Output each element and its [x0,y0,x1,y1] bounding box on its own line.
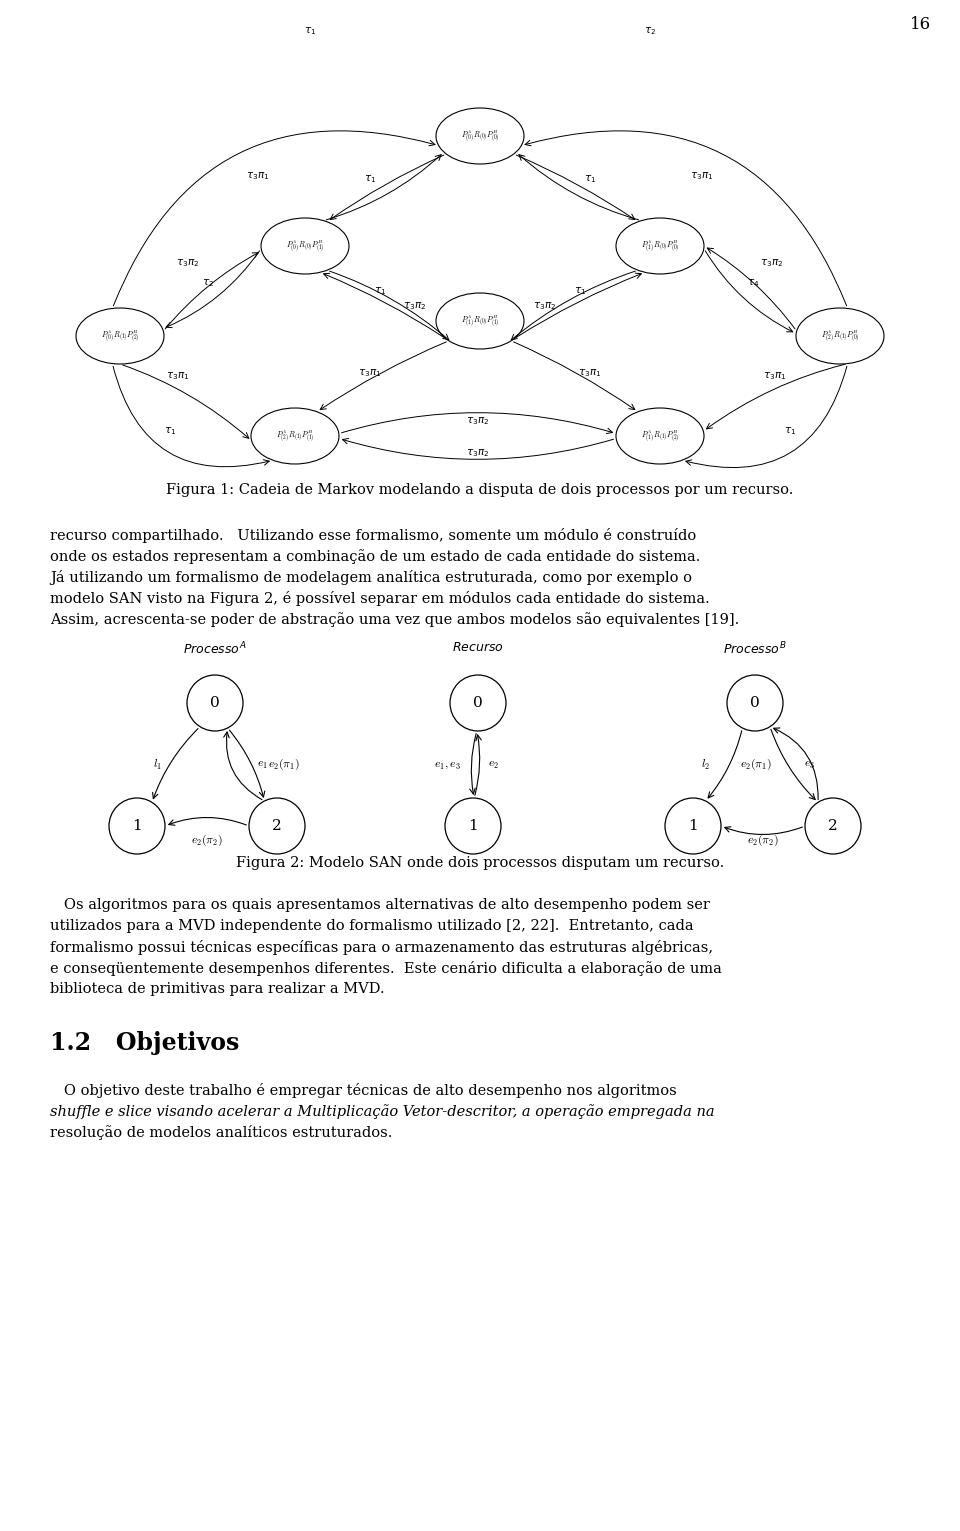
Text: $\tau_3\pi_2$: $\tau_3\pi_2$ [177,257,200,269]
Text: 1: 1 [132,819,142,833]
Text: $e_1$: $e_1$ [256,758,268,772]
Text: 0: 0 [473,697,483,710]
Text: $P^A_{(2)}R_{(1)}P^B_{(0)}$: $P^A_{(2)}R_{(1)}P^B_{(0)}$ [821,328,859,344]
Text: e conseqüentemente desempenhos diferentes.  Este cenário dificulta a elaboração : e conseqüentemente desempenhos diferente… [50,961,722,975]
Text: 1: 1 [688,819,698,833]
Text: 0: 0 [210,697,220,710]
Text: $Processo^A$: $Processo^A$ [183,641,247,658]
Text: $e_2(\pi_2)$: $e_2(\pi_2)$ [191,833,223,848]
Text: $P^A_{(0)}R_{(1)}P^B_{(2)}$: $P^A_{(0)}R_{(1)}P^B_{(2)}$ [101,328,139,344]
Text: $\tau_1$: $\tau_1$ [784,426,796,436]
Text: 2: 2 [828,819,838,833]
Text: $Processo^B$: $Processo^B$ [723,641,787,658]
Text: $e_2(\pi_1)$: $e_2(\pi_1)$ [268,756,300,772]
Text: $\tau_3\pi_1$: $\tau_3\pi_1$ [166,371,190,381]
Text: $P^A_{(1)}R_{(0)}P^B_{(1)}$: $P^A_{(1)}R_{(0)}P^B_{(1)}$ [461,312,499,329]
Text: $\tau_3\pi_2$: $\tau_3\pi_2$ [467,415,490,427]
Text: modelo SAN visto na Figura 2, é possível separar em módulos cada entidade do sis: modelo SAN visto na Figura 2, é possível… [50,591,709,606]
Text: shuffle e slice visando acelerar a Multiplicação Vetor-descritor, a operação emp: shuffle e slice visando acelerar a Multi… [50,1104,714,1119]
Text: resolução de modelos analíticos estruturados.: resolução de modelos analíticos estrutur… [50,1125,393,1141]
Text: $l_2$: $l_2$ [702,758,710,772]
Text: utilizados para a MVD independente do formalismo utilizado [2, 22].  Entretanto,: utilizados para a MVD independente do fo… [50,919,694,932]
Text: formalismo possui técnicas específicas para o armazenamento das estruturas algéb: formalismo possui técnicas específicas p… [50,940,713,955]
Text: $\tau_1$: $\tau_1$ [574,285,587,297]
Text: $\tau_3\pi_1$: $\tau_3\pi_1$ [763,371,786,381]
Text: $\tau_1$: $\tau_1$ [304,24,316,37]
Text: $\tau_3\pi_2$: $\tau_3\pi_2$ [760,257,783,269]
Text: $P^A_{(2)}R_{(1)}P^B_{(1)}$: $P^A_{(2)}R_{(1)}P^B_{(1)}$ [276,427,314,444]
Text: $\tau_1$: $\tau_1$ [364,173,376,185]
Text: 0: 0 [750,697,760,710]
Text: $\tau_3\pi_1$: $\tau_3\pi_1$ [358,367,382,378]
Text: $\tau_1$: $\tau_1$ [584,173,596,185]
Text: $P^A_{(1)}R_{(0)}P^B_{(0)}$: $P^A_{(1)}R_{(0)}P^B_{(0)}$ [640,237,680,254]
Text: O objetivo deste trabalho é empregar técnicas de alto desempenho nos algoritmos: O objetivo deste trabalho é empregar téc… [50,1082,677,1098]
Text: $\tau_3\pi_1$: $\tau_3\pi_1$ [690,170,713,182]
Text: $\tau_3\pi_1$: $\tau_3\pi_1$ [578,367,602,378]
Text: $\tau_3\pi_1$: $\tau_3\pi_1$ [247,170,270,182]
Text: $\tau_2$: $\tau_2$ [202,277,214,289]
Text: 1.2   Objetivos: 1.2 Objetivos [50,1030,239,1055]
Text: Já utilizando um formalismo de modelagem analítica estruturada, como por exemplo: Já utilizando um formalismo de modelagem… [50,570,692,585]
Text: $Recurso$: $Recurso$ [452,641,504,654]
Text: $e_2(\pi_1)$: $e_2(\pi_1)$ [740,756,772,772]
Text: $P^A_{(0)}R_{(0)}P^B_{(1)}$: $P^A_{(0)}R_{(0)}P^B_{(1)}$ [286,237,324,254]
Text: Assim, acrescenta-se poder de abstração uma vez que ambos modelos são equivalent: Assim, acrescenta-se poder de abstração … [50,612,739,626]
Text: $l_1$: $l_1$ [154,758,162,772]
Text: $P^A_{(0)}R_{(0)}P^B_{(0)}$: $P^A_{(0)}R_{(0)}P^B_{(0)}$ [461,127,499,144]
Text: $P^A_{(1)}R_{(1)}P^B_{(2)}$: $P^A_{(1)}R_{(1)}P^B_{(2)}$ [640,427,680,444]
Text: onde os estados representam a combinação de um estado de cada entidade do sistem: onde os estados representam a combinação… [50,550,701,563]
Text: 1: 1 [468,819,478,833]
Text: $e_1, e_3$: $e_1, e_3$ [434,758,461,772]
Text: $\tau_3\pi_2$: $\tau_3\pi_2$ [467,447,490,459]
Text: $\tau_4$: $\tau_4$ [747,277,759,289]
Text: $\tau_3\pi_2$: $\tau_3\pi_2$ [403,300,426,312]
Text: $\tau_2$: $\tau_2$ [644,24,656,37]
Text: Os algoritmos para os quais apresentamos alternativas de alto desempenho podem s: Os algoritmos para os quais apresentamos… [50,899,709,912]
Text: $\tau_1$: $\tau_1$ [373,285,386,297]
Text: 16: 16 [909,15,930,34]
Text: recurso compartilhado.   Utilizando esse formalismo, somente um módulo é constru: recurso compartilhado. Utilizando esse f… [50,528,696,544]
Text: Figura 2: Modelo SAN onde dois processos disputam um recurso.: Figura 2: Modelo SAN onde dois processos… [236,856,724,870]
Text: $e_3$: $e_3$ [804,758,816,772]
Text: $\tau_1$: $\tau_1$ [164,426,176,436]
Text: $e_2(\pi_2)$: $e_2(\pi_2)$ [747,833,779,848]
Text: 2: 2 [272,819,282,833]
Text: Figura 1: Cadeia de Markov modelando a disputa de dois processos por um recurso.: Figura 1: Cadeia de Markov modelando a d… [166,482,794,498]
Text: biblioteca de primitivas para realizar a MVD.: biblioteca de primitivas para realizar a… [50,981,385,997]
Text: $e_2$: $e_2$ [488,758,499,772]
Text: $\tau_3\pi_2$: $\tau_3\pi_2$ [534,300,557,312]
